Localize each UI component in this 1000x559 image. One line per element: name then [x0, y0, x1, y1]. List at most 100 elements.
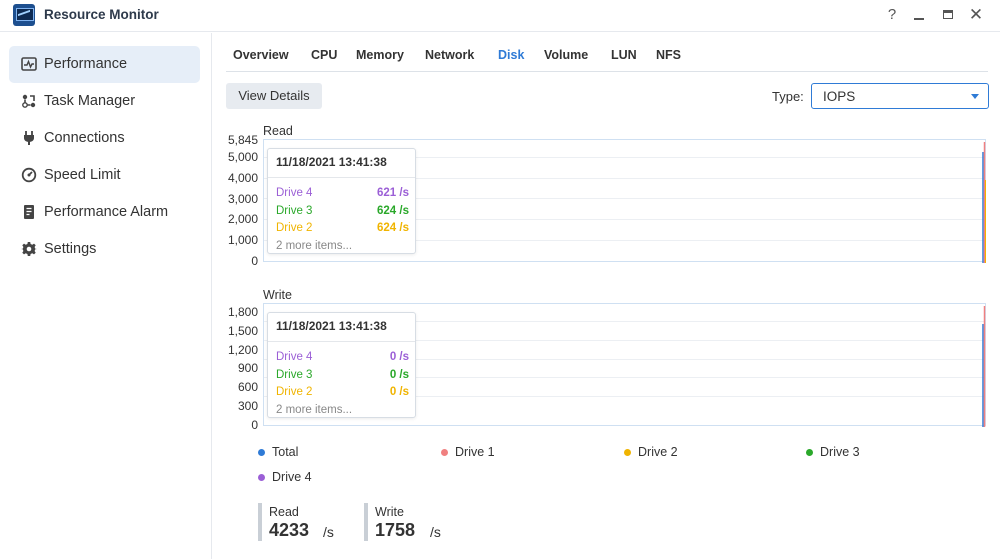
tooltip-row-name: Drive 4 — [276, 187, 313, 199]
gridline — [264, 198, 985, 199]
tab-network[interactable]: Network — [425, 48, 475, 62]
sidebar-item-performance-alarm[interactable]: Performance Alarm — [9, 194, 200, 231]
y-tick: 5,000 — [227, 150, 258, 164]
sidebar-item-label: Performance Alarm — [44, 204, 169, 220]
legend-dot-icon — [258, 449, 265, 456]
sidebar-item-task-manager[interactable]: Task Manager — [9, 83, 200, 120]
tab-nfs[interactable]: NFS — [656, 48, 681, 62]
sidebar-item-label: Settings — [44, 241, 97, 257]
read-chart-title: Read — [263, 124, 293, 138]
summary-read: Read 4233 /s — [258, 503, 358, 541]
close-icon: ✕ — [968, 5, 984, 24]
tooltip-row-value: 621 /s — [377, 187, 409, 199]
tooltip-row-name: Drive 3 — [276, 205, 313, 217]
view-details-button[interactable]: View Details — [226, 83, 322, 109]
y-tick: 1,200 — [227, 343, 258, 357]
write-tooltip: 11/18/2021 13:41:38 Drive 4 0 /s Drive 3… — [267, 312, 416, 418]
legend-label: Drive 3 — [820, 445, 860, 459]
summary-read-label: Read — [269, 505, 299, 519]
tab-volume[interactable]: Volume — [544, 48, 589, 62]
y-tick: 3,000 — [227, 192, 258, 206]
y-tick: 4,000 — [227, 171, 258, 185]
speedometer-icon — [21, 167, 37, 183]
legend-label: Drive 4 — [272, 470, 312, 484]
read-chart-plot[interactable]: 11/18/2021 13:41:38 Drive 4 621 /s Drive… — [263, 139, 986, 263]
minimize-button[interactable] — [909, 5, 929, 25]
tab-cpu[interactable]: CPU — [311, 48, 338, 62]
tab-disk[interactable]: Disk — [498, 48, 525, 62]
legend-dot-icon — [624, 449, 631, 456]
gridline — [264, 157, 985, 158]
sidebar-item-label: Connections — [44, 130, 125, 146]
performance-icon — [21, 57, 37, 71]
legend-dot-icon — [806, 449, 813, 456]
gridline — [264, 178, 985, 179]
legend-label: Drive 1 — [455, 445, 495, 459]
write-series-lines — [982, 306, 986, 427]
tooltip-row-value: 624 /s — [377, 222, 409, 234]
maximize-button[interactable] — [938, 5, 958, 25]
gridline — [264, 396, 985, 397]
type-select[interactable]: IOPS — [811, 83, 989, 109]
sidebar-item-connections[interactable]: Connections — [9, 120, 200, 157]
read-series-lines — [982, 142, 986, 263]
task-manager-icon — [22, 94, 36, 108]
y-tick: 0 — [251, 254, 258, 268]
y-tick: 2,000 — [227, 212, 258, 226]
chevron-down-icon — [971, 94, 979, 99]
gridline — [264, 340, 985, 341]
legend-dot-icon — [258, 474, 265, 481]
help-button[interactable]: ? — [882, 5, 902, 25]
close-button[interactable]: ✕ — [966, 5, 986, 25]
summary-write-unit: /s — [430, 524, 441, 540]
summary-write: Write 1758 /s — [364, 503, 464, 541]
tooltip-row-name: Drive 2 — [276, 222, 313, 234]
y-tick: 300 — [237, 399, 258, 413]
legend-label: Drive 2 — [638, 445, 678, 459]
read-tooltip: 11/18/2021 13:41:38 Drive 4 621 /s Drive… — [267, 148, 416, 254]
y-tick: 1,000 — [227, 233, 258, 247]
question-icon: ? — [887, 6, 897, 23]
y-tick: 900 — [237, 361, 258, 375]
tab-memory[interactable]: Memory — [356, 48, 404, 62]
gear-icon — [21, 242, 37, 256]
summary-read-value: 4233 — [269, 520, 310, 540]
legend-dot-icon — [441, 449, 448, 456]
tooltip-row-value: 0 /s — [389, 386, 409, 398]
tooltip-separator — [268, 341, 415, 342]
tooltip-more-items: 2 more items... — [276, 240, 353, 252]
tooltip-row-name: Drive 3 — [276, 369, 313, 381]
tooltip-row-name: Drive 4 — [276, 351, 313, 363]
gridline — [264, 321, 985, 322]
write-chart-title: Write — [263, 288, 292, 302]
tooltip-time: 11/18/2021 13:41:38 — [276, 319, 387, 333]
gridline — [264, 359, 985, 360]
y-tick: 1,500 — [227, 324, 258, 338]
write-chart-plot[interactable]: 11/18/2021 13:41:38 Drive 4 0 /s Drive 3… — [263, 303, 986, 427]
sidebar: Performance Task Manager Connections Spe… — [0, 33, 212, 559]
resource-monitor-app-icon — [13, 4, 35, 26]
y-tick: 0 — [251, 418, 258, 432]
gridline — [264, 240, 985, 241]
tooltip-row-name: Drive 2 — [276, 386, 313, 398]
type-select-value: IOPS — [823, 89, 856, 104]
sidebar-item-performance[interactable]: Performance — [9, 46, 200, 83]
app-title: Resource Monitor — [44, 7, 159, 22]
summary-write-value: 1758 — [375, 520, 416, 540]
sidebar-item-label: Task Manager — [44, 93, 136, 109]
sidebar-item-label: Performance — [44, 56, 128, 72]
tab-overview[interactable]: Overview — [233, 48, 289, 62]
sidebar-item-label: Speed Limit — [44, 167, 121, 183]
gridline — [264, 377, 985, 378]
y-tick: 600 — [237, 380, 258, 394]
tooltip-row-value: 624 /s — [377, 205, 409, 217]
plug-icon — [24, 131, 34, 145]
maximize-icon — [943, 10, 953, 19]
tooltip-separator — [268, 177, 415, 178]
y-tick: 5,845 — [227, 133, 258, 147]
sidebar-item-settings[interactable]: Settings — [9, 231, 200, 268]
tooltip-time: 11/18/2021 13:41:38 — [276, 155, 387, 169]
tab-lun[interactable]: LUN — [611, 48, 637, 62]
sidebar-item-speed-limit[interactable]: Speed Limit — [9, 157, 200, 194]
legend-label: Total — [272, 445, 299, 459]
